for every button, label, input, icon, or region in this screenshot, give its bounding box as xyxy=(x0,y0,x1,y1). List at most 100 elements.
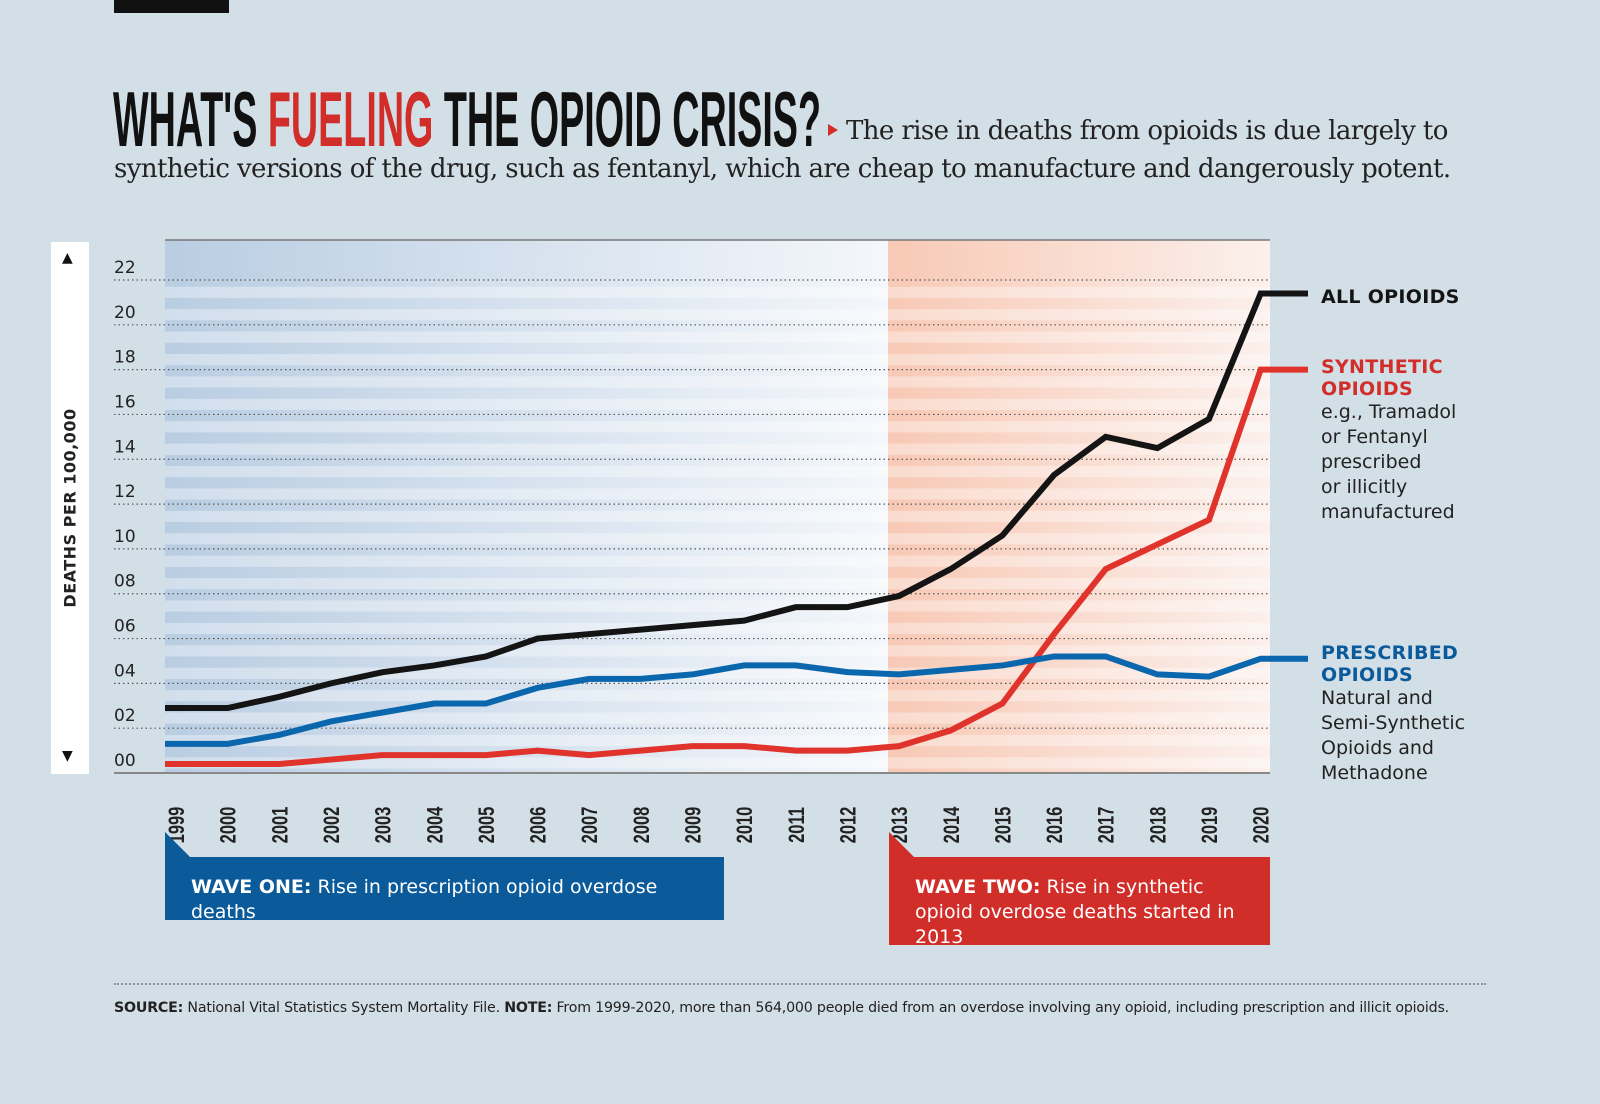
legend-prescribed-title-1: PRESCRIBED xyxy=(1321,642,1459,664)
background-stripe xyxy=(165,465,1270,478)
legend-synthetic-desc-4: or illicitly xyxy=(1321,476,1408,498)
y-tick-label: 12 xyxy=(114,482,136,502)
period-band-1 xyxy=(165,240,889,773)
series-line-all-opioids xyxy=(165,290,1308,712)
note-text: From 1999-2020, more than 564,000 people… xyxy=(552,1000,1449,1016)
y-tick-label: 18 xyxy=(114,348,136,368)
title-part1: WHAT'S xyxy=(113,75,268,160)
background-stripe xyxy=(165,757,1270,769)
legend-all-title: ALL OPIOIDS xyxy=(1321,286,1460,308)
x-tick-label: 2019 xyxy=(1198,806,1223,843)
legend-synthetic-title-2: OPIOIDS xyxy=(1321,378,1413,400)
series-line-prescribed-opioids xyxy=(165,653,1308,747)
background-stripe xyxy=(165,645,1270,657)
legend-prescribed-desc-4: Methadone xyxy=(1321,762,1428,784)
x-tick-label: 2009 xyxy=(681,806,706,843)
wave-one-notch xyxy=(165,832,191,858)
background-stripe xyxy=(165,286,1270,298)
x-tick-label: 2016 xyxy=(1043,806,1068,843)
arrow-down-icon: ▼ xyxy=(62,748,73,764)
y-tick-label: 20 xyxy=(114,303,136,323)
x-tick-label: 2005 xyxy=(475,806,500,843)
source-text: National Vital Statistics System Mortali… xyxy=(183,1000,505,1016)
background-stripe xyxy=(165,376,1270,388)
legend-prescribed-desc-2: Semi-Synthetic xyxy=(1321,712,1466,734)
y-tick-label: 08 xyxy=(114,572,136,592)
background-stripe xyxy=(165,555,1270,567)
y-tick-label: 04 xyxy=(114,661,136,681)
y-tick-label: 10 xyxy=(114,527,136,547)
legend-synthetic-desc-1: e.g., Tramadol xyxy=(1321,401,1457,423)
title-part2: THE OPIOID CRISIS? xyxy=(433,75,821,160)
y-tick-label: 14 xyxy=(114,437,136,457)
legend-prescribed-opioids: PRESCRIBED OPIOIDS Natural and Semi-Synt… xyxy=(1321,642,1465,786)
x-tick-label: 2018 xyxy=(1146,806,1171,843)
y-tick-label: 00 xyxy=(114,751,136,771)
legend-synthetic-opioids: SYNTHETIC OPIOIDS e.g., Tramadol or Fent… xyxy=(1321,356,1456,525)
legend-synthetic-desc-3: prescribed xyxy=(1321,451,1422,473)
background-stripe xyxy=(165,398,1270,410)
y-tick-label: 16 xyxy=(114,392,136,412)
background-stripe xyxy=(165,533,1270,545)
background-stripe xyxy=(165,622,1270,635)
x-tick-label: 2012 xyxy=(836,806,861,843)
wave-two-label: WAVE TWO: xyxy=(915,876,1041,898)
x-tick-label: 2003 xyxy=(371,806,396,843)
background-stripe xyxy=(165,600,1270,612)
x-tick-label: 2001 xyxy=(268,806,293,843)
x-tick-label: 2010 xyxy=(733,806,758,843)
subtitle-line-2: synthetic versions of the drug, such as … xyxy=(114,154,1451,184)
wave-one-label: WAVE ONE: xyxy=(191,876,312,898)
legend-synthetic-desc-5: manufactured xyxy=(1321,501,1455,523)
series-line-synthetic-opioids xyxy=(165,366,1308,768)
background-stripe xyxy=(165,421,1270,433)
background-stripe xyxy=(165,309,1270,321)
source-label: SOURCE: xyxy=(114,1000,184,1016)
x-tick-label: 2015 xyxy=(991,806,1016,843)
legend-prescribed-desc-3: Opioids and xyxy=(1321,737,1434,759)
background-stripe xyxy=(165,734,1270,747)
legend-prescribed-title-2: OPIOIDS xyxy=(1321,664,1413,686)
background-stripe xyxy=(165,353,1270,366)
subtitle-line-1: The rise in deaths from opioids is due l… xyxy=(846,116,1448,146)
x-tick-label: 2020 xyxy=(1249,806,1274,843)
page-title: WHAT'S FUELING THE OPIOID CRISIS? xyxy=(113,75,838,160)
x-tick-label: 2006 xyxy=(526,806,551,843)
note-label: NOTE: xyxy=(504,1000,553,1016)
y-tick-label: 06 xyxy=(114,617,136,637)
x-tick-label: 2000 xyxy=(216,806,241,843)
y-tick-label: 02 xyxy=(114,706,136,726)
x-tick-label: 2011 xyxy=(785,807,810,843)
background-stripe xyxy=(165,488,1270,500)
legend-synthetic-title-1: SYNTHETIC xyxy=(1321,356,1443,378)
background-stripe xyxy=(165,443,1270,455)
legend-all-opioids: ALL OPIOIDS xyxy=(1321,286,1460,308)
x-tick-label: 2017 xyxy=(1094,807,1119,844)
x-tick-label: 2008 xyxy=(630,806,655,843)
svg-text:WHAT'S FUELING THE OPIOID CRIS: WHAT'S FUELING THE OPIOID CRISIS? xyxy=(113,75,821,160)
y-tick-label: 22 xyxy=(114,258,136,278)
background-stripe xyxy=(165,510,1270,523)
title-highlight: FUELING xyxy=(268,75,433,160)
background-stripe xyxy=(165,578,1270,590)
arrow-up-icon: ▲ xyxy=(62,250,73,266)
wave-two-notch xyxy=(889,832,915,858)
wave-two-annotation: WAVE TWO: Rise in synthetic opioid overd… xyxy=(889,857,1270,948)
wave-one-annotation: WAVE ONE: Rise in prescription opioid ov… xyxy=(165,857,724,923)
legend-synthetic-desc-2: or Fentanyl xyxy=(1321,426,1428,448)
footer-source-note: SOURCE: National Vital Statistics System… xyxy=(114,1000,1449,1016)
x-tick-label: 2004 xyxy=(423,806,448,843)
y-axis-label-box xyxy=(51,242,89,774)
background-stripe xyxy=(165,690,1270,702)
background-stripe xyxy=(165,712,1270,724)
x-tick-label: 2002 xyxy=(320,806,345,843)
period-band-2 xyxy=(888,240,1270,773)
background-stripe xyxy=(165,331,1270,343)
wave-two-text: Rise in synthetic opioid overdose deaths… xyxy=(915,876,1235,948)
x-tick-label: 2007 xyxy=(578,807,603,844)
legend-prescribed-desc-1: Natural and xyxy=(1321,687,1433,709)
x-tick-label: 2014 xyxy=(940,806,965,843)
top-bar-decoration xyxy=(114,0,229,13)
footer-divider xyxy=(114,983,1486,985)
